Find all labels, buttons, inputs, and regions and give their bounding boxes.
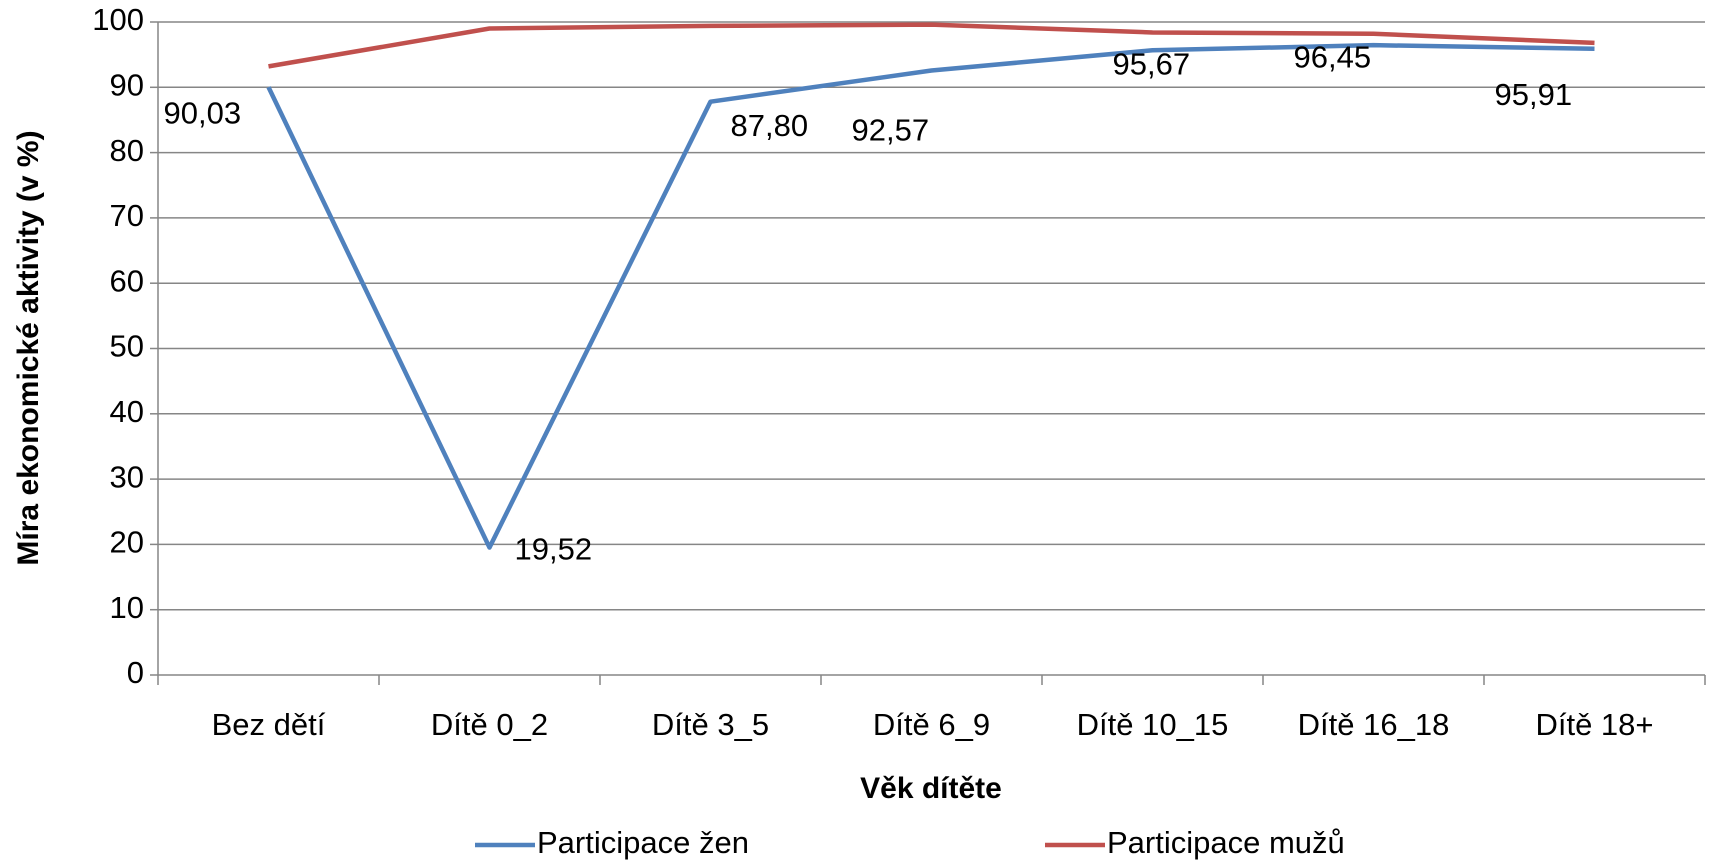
data-label: 19,52	[515, 532, 593, 567]
y-axis-title: Míra ekonomické aktivity (v %)	[12, 130, 45, 565]
data-label: 90,03	[164, 95, 242, 130]
data-label: 87,80	[731, 108, 809, 143]
y-tick-label: 0	[127, 655, 144, 690]
data-label: 95,67	[1113, 46, 1191, 81]
y-tick-label: 30	[110, 459, 144, 494]
y-tick-label: 10	[110, 590, 144, 625]
y-tick-label: 40	[110, 394, 144, 429]
legend-label: Participace mužů	[1107, 825, 1345, 860]
x-tick-label: Dítě 0_2	[431, 707, 548, 742]
y-tick-label: 100	[92, 2, 144, 37]
series-line	[266, 42, 1595, 550]
y-tick-label: 50	[110, 329, 144, 364]
x-axis-title: Věk dítěte	[860, 772, 1002, 805]
y-tick-label: 70	[110, 198, 144, 233]
x-tick-label: Dítě 16_18	[1298, 707, 1450, 742]
y-tick-label: 90	[110, 67, 144, 102]
y-tick-label: 20	[110, 525, 144, 560]
data-label: 96,45	[1294, 39, 1372, 74]
y-tick-label: 80	[110, 133, 144, 168]
x-tick-label: Dítě 3_5	[652, 707, 769, 742]
x-tick-label: Dítě 6_9	[873, 707, 990, 742]
legend-label: Participace žen	[537, 825, 749, 860]
data-label: 95,91	[1495, 77, 1573, 112]
x-tick-label: Dítě 18+	[1535, 707, 1653, 742]
series-line	[268, 22, 1595, 69]
data-label: 92,57	[852, 113, 930, 148]
x-tick-label: Dítě 10_15	[1077, 707, 1229, 742]
x-tick-label: Bez dětí	[212, 707, 326, 742]
y-tick-label: 60	[110, 263, 144, 298]
